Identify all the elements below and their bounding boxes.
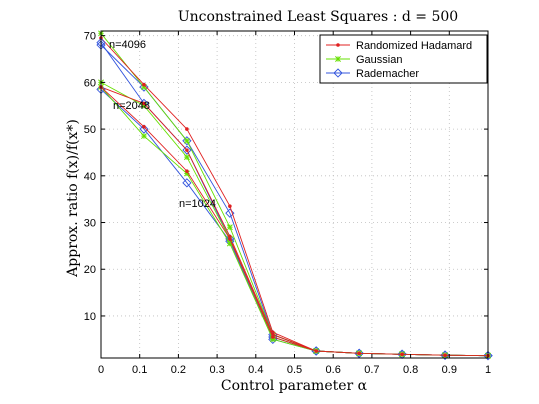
chart-title: Unconstrained Least Squares : d = 500 bbox=[178, 9, 458, 25]
data-point bbox=[225, 208, 235, 218]
data-point bbox=[228, 237, 232, 241]
y-tick-label: 60 bbox=[84, 77, 96, 89]
series-line bbox=[100, 86, 489, 357]
data-point bbox=[443, 353, 447, 357]
data-point bbox=[335, 56, 341, 62]
grid bbox=[101, 31, 488, 358]
x-tick-label: 0.7 bbox=[364, 364, 379, 376]
data-point bbox=[185, 127, 189, 131]
x-axis-label: Control parameter α bbox=[221, 378, 368, 394]
y-tick-label: 50 bbox=[84, 124, 96, 136]
data-point bbox=[183, 137, 190, 144]
x-tick-label: 1 bbox=[485, 364, 491, 376]
data-point bbox=[400, 352, 404, 357]
axis-ticks: 0 0.1 0.2 0.3 0.4 0.5 0.6 0.7 0.8 0.9 1 10 20 30 40 50 6… bbox=[84, 31, 491, 376]
y-tick-label: 30 bbox=[84, 218, 96, 230]
data-point bbox=[185, 148, 189, 152]
group-label: n=4096 bbox=[109, 39, 146, 51]
data-point bbox=[142, 82, 146, 87]
data-point bbox=[182, 136, 192, 146]
data-point bbox=[228, 204, 232, 208]
x-tick-label: 0.3 bbox=[209, 364, 224, 376]
x-tick-label: 0 bbox=[98, 364, 104, 376]
data-point bbox=[354, 348, 364, 358]
legend-entry: Rademacher bbox=[356, 68, 419, 80]
group-label: n=1024 bbox=[179, 198, 216, 210]
x-tick-label: 0.8 bbox=[403, 364, 418, 376]
data-point bbox=[314, 349, 318, 353]
legend-entry: Gaussian bbox=[356, 54, 402, 66]
y-tick-label: 40 bbox=[84, 171, 96, 183]
x-tick-label: 0.9 bbox=[442, 364, 457, 376]
y-tick-label: 20 bbox=[84, 264, 96, 276]
data-point bbox=[185, 169, 189, 173]
y-axis-label: Approx. ratio f(x)/f(x*) bbox=[65, 119, 81, 278]
series-line bbox=[100, 37, 489, 357]
data-point bbox=[226, 224, 233, 231]
x-tick-label: 0.2 bbox=[171, 364, 186, 376]
x-tick-label: 0.6 bbox=[326, 364, 341, 376]
data-point bbox=[271, 335, 275, 339]
data-point bbox=[440, 350, 450, 360]
data-point bbox=[139, 82, 149, 92]
x-tick-label: 0.5 bbox=[287, 364, 302, 376]
series-group bbox=[96, 84, 493, 361]
data-point bbox=[142, 101, 146, 106]
data-point bbox=[333, 68, 343, 78]
data-point bbox=[336, 43, 340, 47]
data-point bbox=[139, 124, 149, 134]
y-tick-label: 70 bbox=[84, 31, 96, 43]
group-labels: n=4096 n=2048 n=1024 bbox=[109, 39, 216, 210]
y-tick-label: 10 bbox=[84, 311, 96, 323]
data-point bbox=[182, 178, 192, 188]
data-point bbox=[357, 351, 361, 356]
data-point bbox=[182, 145, 192, 155]
legend: Randomized Hadamard Gaussian Rademacher bbox=[319, 34, 488, 84]
x-tick-label: 0.1 bbox=[132, 364, 147, 376]
data-point bbox=[141, 133, 147, 140]
legend-entry: Randomized Hadamard bbox=[356, 40, 472, 52]
data-point bbox=[483, 351, 493, 361]
data-point bbox=[183, 154, 190, 161]
group-label: n=2048 bbox=[113, 100, 150, 112]
data-point bbox=[142, 124, 146, 129]
x-tick-label: 0.4 bbox=[248, 364, 263, 376]
